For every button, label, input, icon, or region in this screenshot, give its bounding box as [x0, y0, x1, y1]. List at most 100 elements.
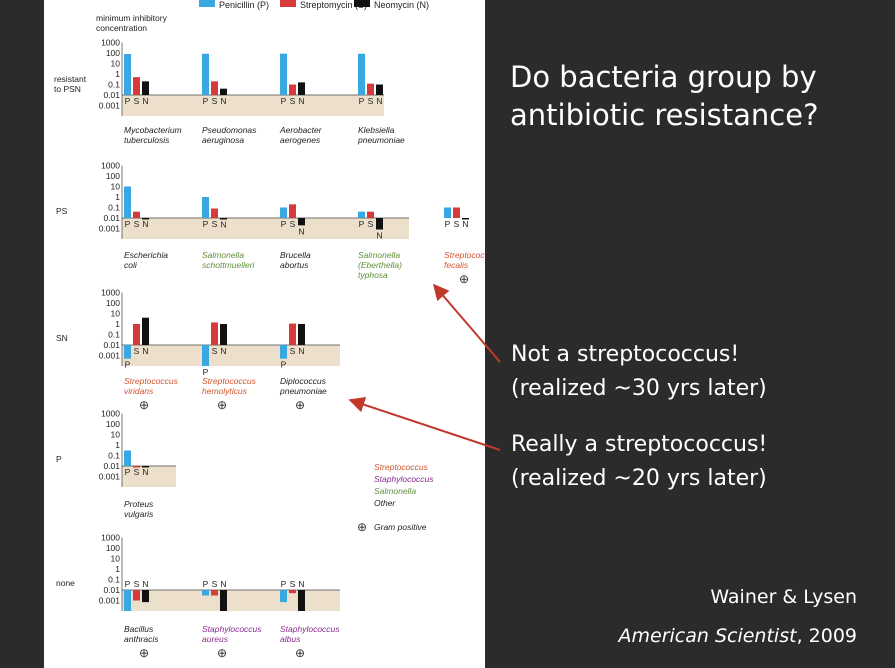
genus-legend-other: Other: [374, 498, 396, 508]
bar-2-1-1: [211, 322, 218, 345]
gram-positive-icon-4-1: ⊕: [217, 646, 227, 660]
bar-letter-1-1-2: N: [220, 219, 226, 229]
group-label-3: P: [56, 454, 62, 464]
y-tick-3-3: 1: [115, 440, 120, 450]
bar-letter-1-4-1: S: [454, 219, 460, 229]
bar-letter-4-2-2: N: [298, 579, 304, 589]
y-tick-3-4: 0.1: [108, 451, 120, 461]
bacterium-name-3-0-line-1: Proteus: [124, 499, 154, 509]
annotation-1-line-2: (realized ~30 yrs later): [511, 376, 767, 401]
bacterium-name-0-1-line-2: aeruginosa: [202, 135, 244, 145]
annotation-2-line-1: Really a streptococcus!: [511, 432, 768, 457]
gram-positive-icon-4-0: ⊕: [139, 646, 149, 660]
y-tick-0-4: 0.1: [108, 80, 120, 90]
bacterium-name-2-2-line-2: pneumoniae: [279, 386, 327, 396]
annotation-really-streptococcus: Really a streptococcus! (realized ~20 yr…: [511, 428, 881, 496]
gram-positive-icon-4-2: ⊕: [295, 646, 305, 660]
bar-letter-1-1-1: S: [212, 219, 218, 229]
bar-letter-4-2-1: S: [290, 579, 296, 589]
bar-letter-1-4-2: N: [462, 219, 468, 229]
group-label-2: SN: [56, 333, 68, 343]
bar-letter-4-2-0: P: [281, 579, 287, 589]
credit-journal: American Scientist, 2009: [619, 625, 858, 647]
bar-3-0-0: [124, 450, 131, 466]
bacterium-name-2-0-line-1: Streptococcus: [124, 376, 179, 386]
bar-letter-0-3-1: S: [368, 96, 374, 106]
legend-swatch-0: [199, 0, 215, 7]
group-label-0-line-2: to PSN: [54, 84, 81, 94]
bar-letter-1-4-0: P: [445, 219, 451, 229]
bar-0-2-2: [298, 82, 305, 95]
y-tick-4-1: 100: [106, 543, 120, 553]
bar-4-2-2: [298, 590, 305, 611]
bar-letter-3-0-0: P: [125, 467, 131, 477]
gram-positive-icon-1-4: ⊕: [459, 272, 469, 286]
bar-letter-0-2-1: S: [290, 96, 296, 106]
bar-2-1-0: [202, 345, 209, 366]
slide-title: Do bacteria group by antibiotic resistan…: [510, 60, 819, 132]
y-tick-1-6: 0.001: [99, 224, 121, 234]
y-tick-2-0: 1000: [101, 288, 120, 298]
group-label-4: none: [56, 578, 75, 588]
bar-letter-0-1-0: P: [203, 96, 209, 106]
bar-letter-1-1-0: P: [203, 219, 209, 229]
y-tick-4-6: 0.001: [99, 596, 121, 606]
bar-letter-1-3-0: P: [359, 219, 365, 229]
bacterium-name-1-0-line-1: Escherichia: [124, 250, 168, 260]
genus-legend-salmonella: Salmonella: [374, 486, 416, 496]
bar-4-0-2: [142, 590, 149, 603]
bar-1-1-2: [220, 218, 227, 220]
bacterium-name-2-1-line-1: Streptococcus: [202, 376, 257, 386]
bacterium-name-4-0-line-1: Bacillus: [124, 624, 154, 634]
bar-4-0-1: [133, 590, 140, 601]
antibiotic-resistance-chart: Penicillin (P) Streptomycin (S) Neomycin (…: [54, 0, 485, 660]
legend-label-0: Penicillin (P): [219, 0, 269, 10]
bar-0-2-0: [280, 53, 287, 95]
bar-letter-0-3-2: N: [376, 96, 382, 106]
bar-4-1-0: [202, 590, 209, 596]
bacterium-name-1-3-line-2: (Eberthella): [358, 260, 402, 270]
bar-1-1-0: [202, 197, 209, 218]
y-tick-2-4: 0.1: [108, 330, 120, 340]
bar-letter-2-0-1: S: [134, 346, 140, 356]
bar-letter-2-2-1: S: [290, 346, 296, 356]
bar-letter-4-1-2: N: [220, 579, 226, 589]
annotation-not-streptococcus: Not a streptococcus! (realized ~30 yrs l…: [511, 338, 881, 406]
y-axis-title-line-1: minimum inhibitory: [96, 13, 168, 23]
bar-letter-1-2-1: S: [290, 219, 296, 229]
bar-letter-2-0-2: N: [142, 346, 148, 356]
y-tick-3-6: 0.001: [99, 472, 121, 482]
bar-letter-2-0-0: P: [125, 360, 131, 370]
y-tick-2-5: 0.01: [103, 340, 120, 350]
y-tick-3-5: 0.01: [103, 461, 120, 471]
bacterium-name-1-0-line-2: coli: [124, 260, 138, 270]
bar-0-0-1: [133, 77, 140, 95]
y-tick-0-3: 1: [115, 69, 120, 79]
bar-letter-0-1-1: S: [212, 96, 218, 106]
bar-letter-3-0-2: N: [142, 467, 148, 477]
baseline-panel-4: [122, 590, 340, 611]
bar-1-4-1: [453, 207, 460, 218]
bar-1-2-2: [298, 218, 305, 226]
bar-1-2-1: [289, 204, 296, 218]
y-tick-4-5: 0.01: [103, 585, 120, 595]
gram-positive-icon-2-2: ⊕: [295, 398, 305, 412]
y-tick-0-6: 0.001: [99, 101, 121, 111]
y-tick-3-2: 10: [111, 430, 121, 440]
bar-3-0-1: [133, 466, 140, 468]
bar-1-3-0: [358, 211, 365, 218]
y-tick-2-6: 0.001: [99, 351, 121, 361]
bacterium-name-4-1-line-1: Staphylococcus: [202, 624, 262, 634]
bar-letter-0-3-0: P: [359, 96, 365, 106]
bacterium-name-0-2-line-2: aerogenes: [280, 135, 321, 145]
bar-0-0-2: [142, 81, 149, 95]
bar-letter-0-2-2: N: [298, 96, 304, 106]
annotation-2-line-2: (realized ~20 yrs later): [511, 466, 767, 491]
bar-letter-0-0-1: S: [134, 96, 140, 106]
baseline-panel-3: [122, 466, 176, 487]
bar-0-1-0: [202, 53, 209, 95]
y-tick-1-5: 0.01: [103, 213, 120, 223]
gram-positive-legend-label: Gram positive: [374, 522, 427, 532]
bacterium-name-1-2-line-2: abortus: [280, 260, 309, 270]
bacterium-name-2-2-line-1: Diplococcus: [280, 376, 327, 386]
